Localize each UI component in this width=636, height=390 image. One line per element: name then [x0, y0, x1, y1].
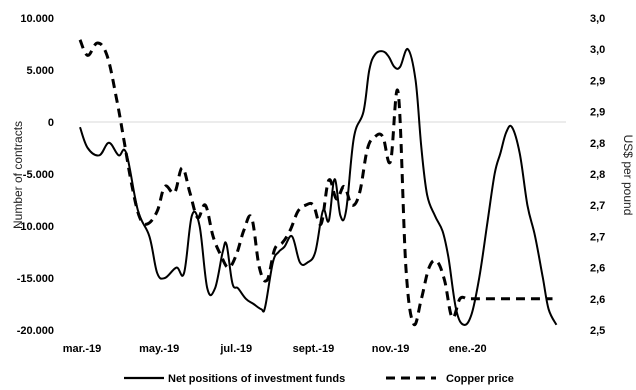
x-tick-label: mar.-19: [63, 343, 102, 355]
left-axis-ticks: -20.000 -15.000 -10.000 -5.000 0 5.000 10.000: [17, 13, 54, 337]
right-tick-label: 2,6: [590, 263, 605, 275]
left-tick-label: -20.000: [17, 325, 54, 337]
x-axis-ticks: mar.-19 may.-19 jul.-19 sept.-19 nov.-19 ene.…: [63, 343, 487, 355]
legend-label-copper: Copper price: [446, 373, 514, 385]
x-tick-label: ene.-20: [449, 343, 487, 355]
series-copper-price-line: [78, 39, 553, 327]
x-tick-label: jul.-19: [219, 343, 252, 355]
right-tick-label: 2,8: [590, 169, 605, 181]
right-tick-label: 2,7: [590, 231, 605, 243]
x-tick-label: nov.-19: [372, 343, 410, 355]
x-tick-label: sept.-19: [293, 343, 335, 355]
right-tick-label: 3,0: [590, 44, 605, 56]
legend: Net positions of investment funds Copper…: [124, 373, 514, 385]
left-tick-label: 10.000: [20, 13, 54, 25]
right-axis-ticks: 2,5 2,6 2,6 2,7 2,7 2,8 2,8 2,9 2,9 3,0 3,0: [590, 13, 605, 337]
left-tick-label: -5.000: [23, 169, 54, 181]
series-layer: [78, 39, 558, 327]
left-tick-label: -10.000: [17, 221, 54, 233]
right-tick-label: 2,9: [590, 75, 605, 87]
left-tick-label: -15.000: [17, 273, 54, 285]
series-net-positions-line: [79, 48, 558, 326]
left-axis-title: Number of contracts: [11, 121, 25, 229]
x-tick-label: may.-19: [139, 343, 179, 355]
right-tick-label: 2,5: [590, 325, 605, 337]
right-tick-label: 2,9: [590, 107, 605, 119]
right-tick-label: 3,0: [590, 13, 605, 25]
left-tick-label: 0: [48, 117, 54, 129]
right-axis-title: US$ per pound: [621, 135, 635, 216]
right-tick-label: 2,6: [590, 294, 605, 306]
legend-label-funds: Net positions of investment funds: [168, 373, 345, 385]
left-tick-label: 5.000: [26, 65, 54, 77]
right-tick-label: 2,7: [590, 200, 605, 212]
right-tick-label: 2,8: [590, 138, 605, 150]
